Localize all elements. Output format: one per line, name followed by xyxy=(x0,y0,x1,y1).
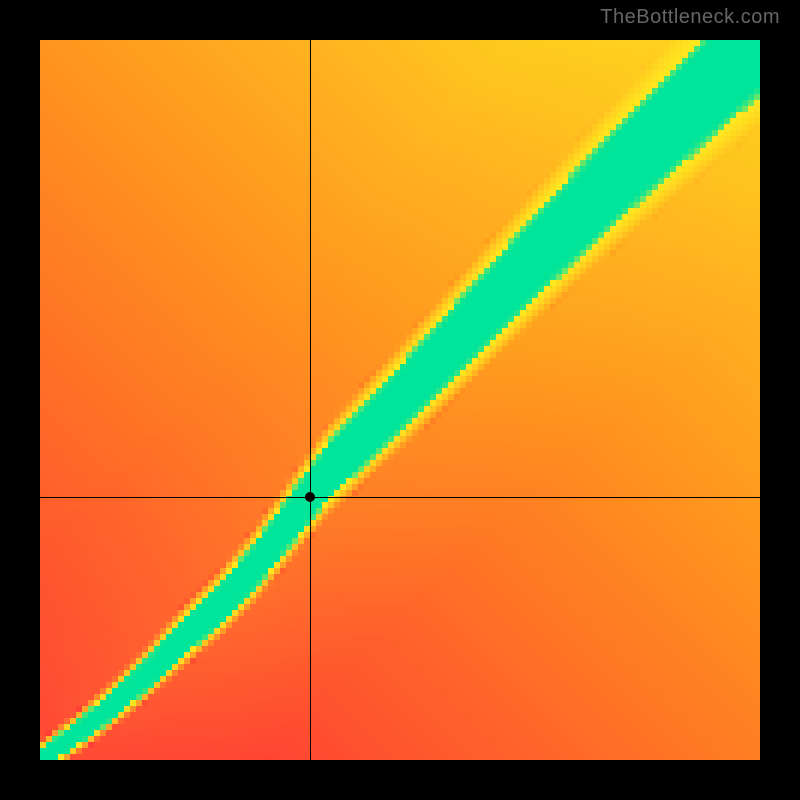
crosshair-horizontal xyxy=(40,497,760,498)
chart-container: TheBottleneck.com xyxy=(0,0,800,800)
chart-area xyxy=(40,40,760,760)
crosshair-vertical xyxy=(310,40,311,760)
attribution-text: TheBottleneck.com xyxy=(600,6,780,29)
crosshair-marker xyxy=(305,492,315,502)
heatmap-canvas xyxy=(40,40,760,760)
